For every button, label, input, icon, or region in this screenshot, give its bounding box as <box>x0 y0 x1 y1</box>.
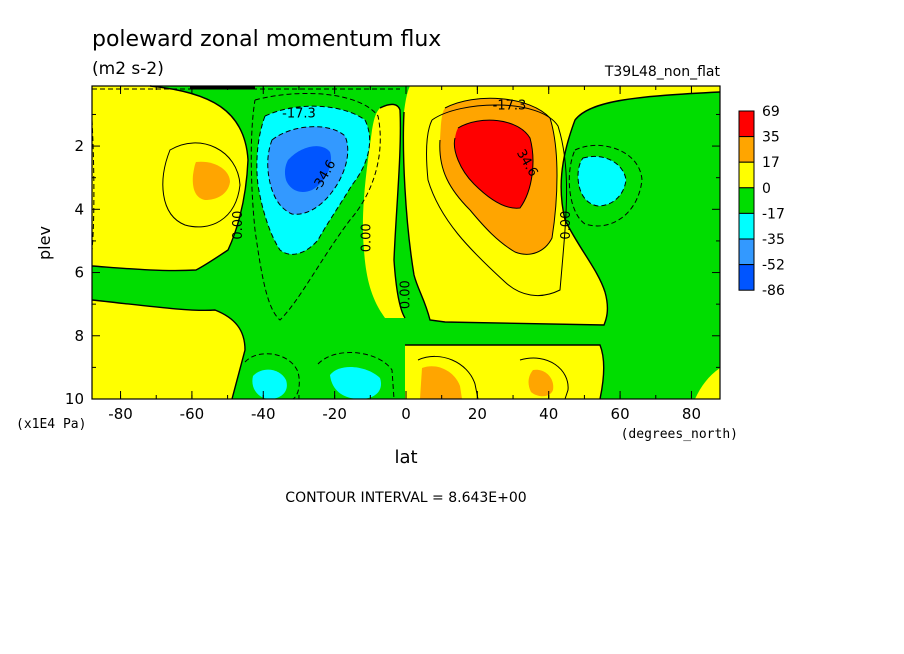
y-tick-label: 10 <box>65 390 84 408</box>
colorbar-label: -86 <box>762 283 785 299</box>
red-region-north-jet-core <box>454 120 533 209</box>
orange-region-north-lower-b <box>528 369 554 397</box>
colorbar-swatch <box>738 212 755 240</box>
x-tick-label: 60 <box>611 405 630 423</box>
contour-label: -17.3 <box>493 99 527 114</box>
x-tick-label: 0 <box>401 405 411 423</box>
colorbar-swatch <box>738 136 755 163</box>
plot-area: -17.3-34.6-17.334.60.00 0.000.000.00 <box>91 85 721 400</box>
orange-region-north-lower-a <box>420 366 462 399</box>
positive-region-southwest <box>92 86 248 271</box>
cyan-region-south-lower-a <box>252 369 287 399</box>
x-tick-label: -20 <box>322 405 347 423</box>
contour-label: -17.3 <box>282 107 316 122</box>
x-axis: -80 -60 -40 -20 0 20 40 60 80 <box>108 86 701 423</box>
colorbar-label: 17 <box>762 155 780 171</box>
y-tick-label: 6 <box>74 264 84 282</box>
colorbar-label: -52 <box>762 258 785 274</box>
colorbar-label: 0 <box>762 181 771 197</box>
contour-label: 0.00 <box>559 211 574 240</box>
x-tick-label: 40 <box>539 405 558 423</box>
positive-region-north-edge <box>695 368 720 399</box>
colorbar-swatch <box>738 110 755 138</box>
colorbar: 69 35 17 0 -17 -35 -52 -86 <box>738 104 785 299</box>
darkblue-region-south-jet-core <box>284 146 332 192</box>
y-axis-units: (x1E4 Pa) <box>16 417 86 432</box>
y-axis: 2 4 6 8 10 <box>65 113 720 408</box>
cyan-region-north-center <box>578 156 626 206</box>
positive-region-central-strip <box>362 104 405 318</box>
colorbar-label: 35 <box>762 130 780 146</box>
cyan-region-south-lower-b <box>330 366 382 399</box>
chart-title: poleward zonal momentum flux <box>92 27 441 52</box>
x-tick-label: -40 <box>251 405 276 423</box>
x-tick-label: 80 <box>682 405 701 423</box>
positive-region-south-lower <box>92 300 245 399</box>
colorbar-label: -35 <box>762 232 785 248</box>
colorbar-label: 69 <box>762 104 780 120</box>
colorbar-label: -17 <box>762 206 785 222</box>
positive-contours <box>162 97 569 400</box>
contour-label: 0.00 <box>231 211 246 240</box>
y-tick-label: 4 <box>74 200 84 218</box>
x-tick-label: -60 <box>180 405 205 423</box>
negative-contours <box>91 92 643 400</box>
colorbar-swatch <box>738 264 755 291</box>
x-axis-label: lat <box>394 447 417 468</box>
y-tick-label: 8 <box>74 327 84 345</box>
x-axis-units: (degrees_north) <box>621 427 738 442</box>
y-tick-label: 2 <box>74 137 84 155</box>
orange-region-south-center <box>192 161 230 200</box>
x-tick-label: 20 <box>468 405 487 423</box>
run-label: T39L48_non_flat <box>604 64 721 80</box>
colorbar-swatch <box>738 238 755 266</box>
zero-contours <box>91 85 721 400</box>
contour-label: 0.00 <box>399 280 414 309</box>
y-axis-label: plev <box>35 226 54 260</box>
contour-interval: CONTOUR INTERVAL = 8.643E+00 <box>285 490 526 506</box>
colorbar-swatch <box>738 187 755 214</box>
x-tick-label: -80 <box>108 405 133 423</box>
chart-units: (m2 s-2) <box>92 59 164 79</box>
colorbar-swatch <box>738 161 755 189</box>
contour-label: 0.00 <box>359 223 374 252</box>
